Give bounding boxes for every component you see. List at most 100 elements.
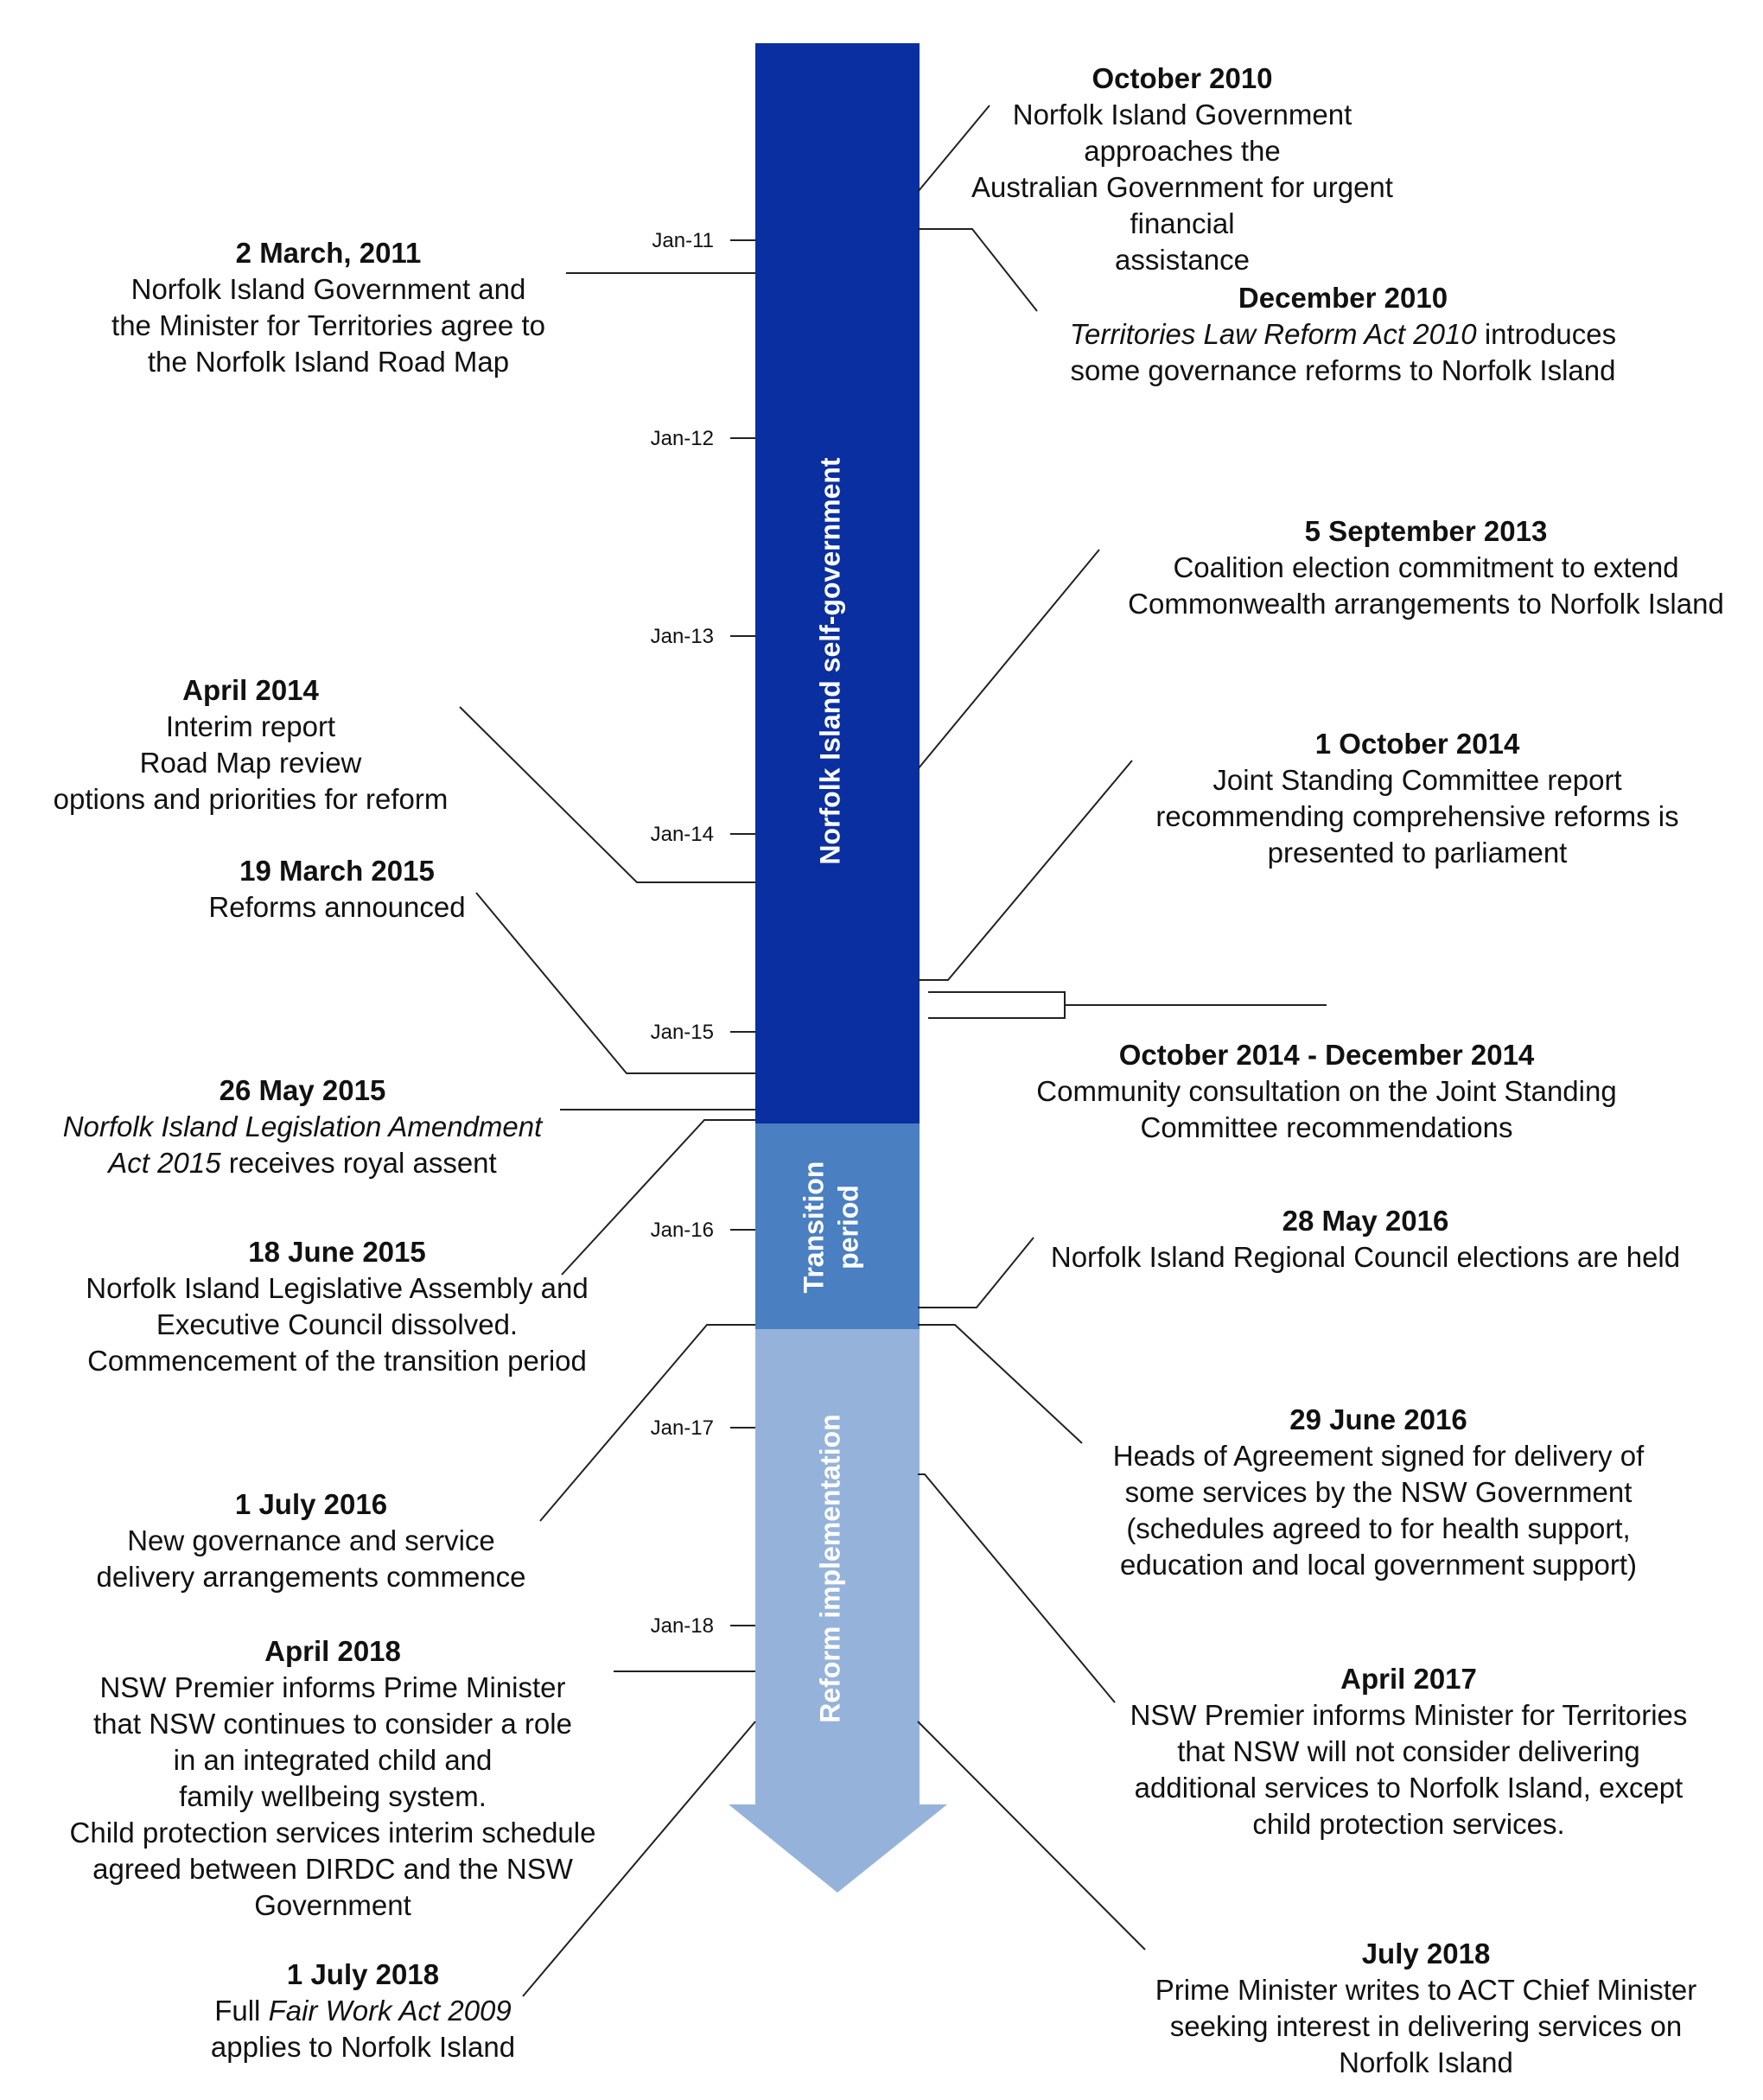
event-jun2016: 29 June 2016 Heads of Agreement signed f… <box>1072 1402 1685 1583</box>
event-text: options and priorities for reform <box>53 783 449 815</box>
event-text: Norfolk Island <box>1339 2046 1513 2078</box>
event-sep2013: 5 September 2013 Coalition election comm… <box>1098 513 1754 622</box>
event-text: Executive Council dissolved. <box>156 1308 519 1340</box>
event-consult2014: October 2014 - December 2014 Community c… <box>994 1037 1659 1146</box>
event-text: applies to Norfolk Island <box>210 2031 516 2063</box>
tick-label-jan14: Jan-14 <box>651 823 714 846</box>
event-mar2011: 2 March, 2011 Norfolk Island Government … <box>86 235 570 380</box>
connector-oct2014 <box>918 760 1133 981</box>
timeline-arrowhead <box>729 1804 947 1893</box>
event-text: Prime Minister writes to ACT Chief Minis… <box>1155 1974 1697 2006</box>
event-text: assistance <box>1115 244 1250 276</box>
event-mar2015: 19 March 2015 Reforms announced <box>173 853 501 926</box>
event-date: April 2017 <box>1340 1663 1477 1695</box>
event-date: December 2010 <box>1238 282 1448 314</box>
event-text: that NSW will not consider delivering <box>1177 1735 1640 1767</box>
tick-label-jan11: Jan-11 <box>652 229 714 252</box>
act-title: Territories Law Reform Act 2010 <box>1069 318 1477 350</box>
event-text: Norfolk Island Government approaches the <box>1012 99 1352 167</box>
event-text: Full Fair Work Act 2009 <box>147 1993 579 2029</box>
phase-label-self-government: Norfolk Island self-government <box>814 457 845 865</box>
event-text-rest: receives royal assent <box>220 1147 497 1179</box>
event-text: the Minister for Territories agree to <box>111 309 545 341</box>
event-date: 1 July 2018 <box>286 1958 440 1990</box>
event-dec2010: December 2010 Territories Law Reform Act… <box>1027 280 1659 389</box>
event-text: Child protection services interim schedu… <box>69 1817 596 1849</box>
event-text: Road Map review <box>139 747 362 779</box>
event-apr2017: April 2017 NSW Premier informs Minister … <box>1098 1661 1720 1842</box>
event-text: Australian Government for urgent financi… <box>971 171 1393 239</box>
event-text: family wellbeing system. <box>179 1780 487 1812</box>
event-text: delivery arrangements commence <box>96 1561 526 1593</box>
phase-bar-self-government <box>755 43 920 1123</box>
event-text: Committee recommendations <box>1140 1111 1513 1143</box>
event-text-rest: introduces <box>1476 318 1617 350</box>
event-text: Norfolk Island Legislative Assembly and <box>86 1272 589 1304</box>
event-date: 5 September 2013 <box>1304 515 1548 547</box>
event-text: recommending comprehensive reforms is <box>1155 800 1679 832</box>
event-date: 26 May 2015 <box>219 1074 386 1106</box>
event-apr2014: April 2014 Interim report Road Map revie… <box>17 672 484 818</box>
event-text: Interim report <box>165 710 336 742</box>
event-date: 1 July 2016 <box>234 1488 388 1520</box>
event-may2015: 26 May 2015 Norfolk Island Legislation A… <box>35 1072 570 1181</box>
event-text: some services by the NSW Government <box>1124 1476 1633 1508</box>
act-title: Fair Work Act 2009 <box>268 1995 512 2027</box>
event-text: education and local government support) <box>1119 1549 1638 1581</box>
phase-label-transition-1: Transition <box>798 1161 829 1294</box>
event-apr2018: April 2018 NSW Premier informs Prime Min… <box>35 1633 631 1924</box>
event-date: 29 June 2016 <box>1289 1403 1467 1435</box>
phase-bar-reform <box>755 1329 920 1806</box>
act-title: Act 2015 <box>108 1147 221 1179</box>
event-date: 2 March, 2011 <box>235 237 422 269</box>
event-date: 1 October 2014 <box>1314 728 1520 760</box>
event-text: Commencement of the transition period <box>87 1345 587 1377</box>
event-jul2016: 1 July 2016 New governance and service d… <box>69 1486 553 1595</box>
connector-apr2014 <box>459 706 755 883</box>
event-date: 18 June 2015 <box>248 1236 426 1268</box>
tick-label-jan18: Jan-18 <box>651 1614 714 1638</box>
event-jun2015: 18 June 2015 Norfolk Island Legislative … <box>35 1234 640 1379</box>
event-text: Norfolk Island Government and <box>130 273 526 305</box>
event-text: Norfolk Island Regional Council election… <box>1050 1241 1681 1273</box>
event-text: some governance reforms to Norfolk Islan… <box>1070 354 1616 386</box>
connector-jun2015 <box>561 1119 755 1276</box>
connector-oct2010 <box>917 105 990 193</box>
event-text-pre: Full <box>214 1995 269 2027</box>
event-text: the Norfolk Island Road Map <box>147 346 510 378</box>
event-text: Act 2015 receives royal assent <box>35 1145 570 1181</box>
tick-label-jan13: Jan-13 <box>651 625 714 648</box>
connectors <box>459 105 1327 1997</box>
event-jul2018b: July 2018 Prime Minister writes to ACT C… <box>1115 1936 1737 2081</box>
event-text: in an integrated child and <box>173 1744 493 1776</box>
event-jul2018a: 1 July 2018 Full Fair Work Act 2009 appl… <box>147 1957 579 2065</box>
event-text: Government <box>254 1889 411 1921</box>
phase-label-transition-2: period <box>832 1185 863 1270</box>
event-date: April 2018 <box>264 1635 401 1667</box>
event-text: presented to parliament <box>1267 837 1568 869</box>
event-date: July 2018 <box>1361 1938 1491 1970</box>
event-text: Community consultation on the Joint Stan… <box>1036 1075 1617 1107</box>
tick-label-jan15: Jan-15 <box>651 1021 714 1044</box>
event-text: seeking interest in delivering services … <box>1169 2010 1683 2042</box>
connector-apr2017 <box>918 1473 1116 1703</box>
event-date: 28 May 2016 <box>1282 1205 1449 1237</box>
event-text: Commonwealth arrangements to Norfolk Isl… <box>1128 588 1724 620</box>
event-text: Heads of Agreement signed for delivery o… <box>1112 1440 1645 1472</box>
event-text: NSW Premier informs Minister for Territo… <box>1130 1699 1688 1731</box>
event-text: (schedules agreed to for health support, <box>1126 1512 1631 1544</box>
event-text: additional services to Norfolk Island, e… <box>1134 1772 1683 1804</box>
connector-consult2014 <box>928 991 1066 1019</box>
axis-ticks <box>730 239 755 1626</box>
event-text: Joint Standing Committee report <box>1212 764 1622 796</box>
phase-label-reform: Reform implementation <box>814 1414 845 1722</box>
phase-bar-transition <box>755 1123 920 1329</box>
event-date: April 2014 <box>182 674 319 706</box>
event-text: Reforms announced <box>208 891 466 923</box>
event-date: October 2014 - December 2014 <box>1118 1039 1535 1071</box>
event-text: New governance and service <box>127 1524 495 1556</box>
connector-mar2015 <box>475 892 755 1074</box>
event-text: Territories Law Reform Act 2010 introduc… <box>1027 316 1659 353</box>
event-may2016: 28 May 2016 Norfolk Island Regional Coun… <box>1020 1203 1711 1276</box>
